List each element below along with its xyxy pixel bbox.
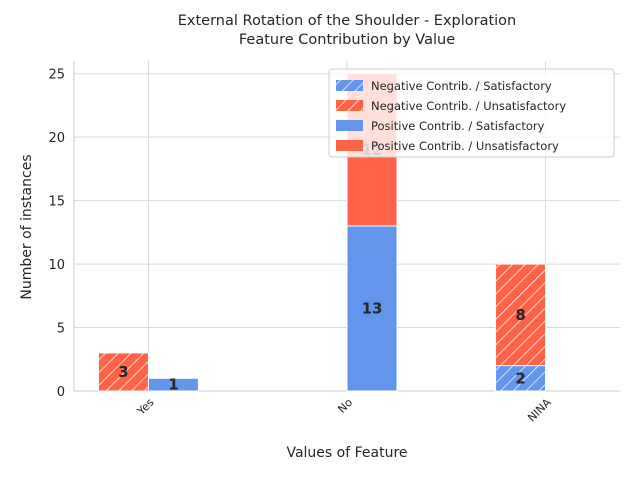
x-axis-label: Values of Feature [286, 445, 407, 461]
data-label: 8 [515, 306, 525, 324]
y-tick-label: 20 [48, 131, 65, 146]
bar-nina-negative-contrib-unsatisfactory [495, 263, 547, 367]
bar-no-positive-contrib-satisfactory [346, 225, 398, 392]
x-tick-label: Yes [134, 396, 157, 419]
bar-yes-positive-contrib-satisfactory [147, 377, 199, 392]
y-tick-label: 5 [57, 322, 65, 337]
legend-label: Negative Contrib. / Unsatisfactory [371, 99, 566, 113]
legend-swatch [336, 120, 363, 131]
x-tick-label: NINA [525, 396, 554, 425]
y-axis-label: Number of instances [19, 154, 35, 299]
y-tick-label: 0 [57, 385, 65, 400]
y-tick-label: 15 [48, 195, 65, 210]
legend-label: Negative Contrib. / Satisfactory [371, 79, 552, 93]
data-label: 1 [168, 376, 178, 394]
chart-subtitle: Feature Contribution by Value [239, 32, 455, 48]
data-label: 2 [515, 369, 525, 387]
bar-nina-negative-contrib-satisfactory [495, 365, 547, 392]
bar-yes-negative-contrib-unsatisfactory [97, 352, 149, 392]
y-tick-label: 25 [48, 68, 65, 83]
legend [328, 68, 615, 158]
legend-swatch [336, 100, 363, 111]
legend-label: Positive Contrib. / Satisfactory [371, 119, 545, 133]
y-tick-label: 10 [48, 258, 65, 273]
legend-swatch [336, 140, 363, 151]
legend-label: Positive Contrib. / Unsatisfactory [371, 139, 559, 153]
data-label: 13 [362, 300, 383, 318]
data-label: 3 [118, 363, 128, 381]
chart-title: External Rotation of the Shoulder - Expl… [178, 13, 517, 29]
x-tick-label: No [335, 396, 355, 416]
legend-swatch [336, 80, 363, 91]
